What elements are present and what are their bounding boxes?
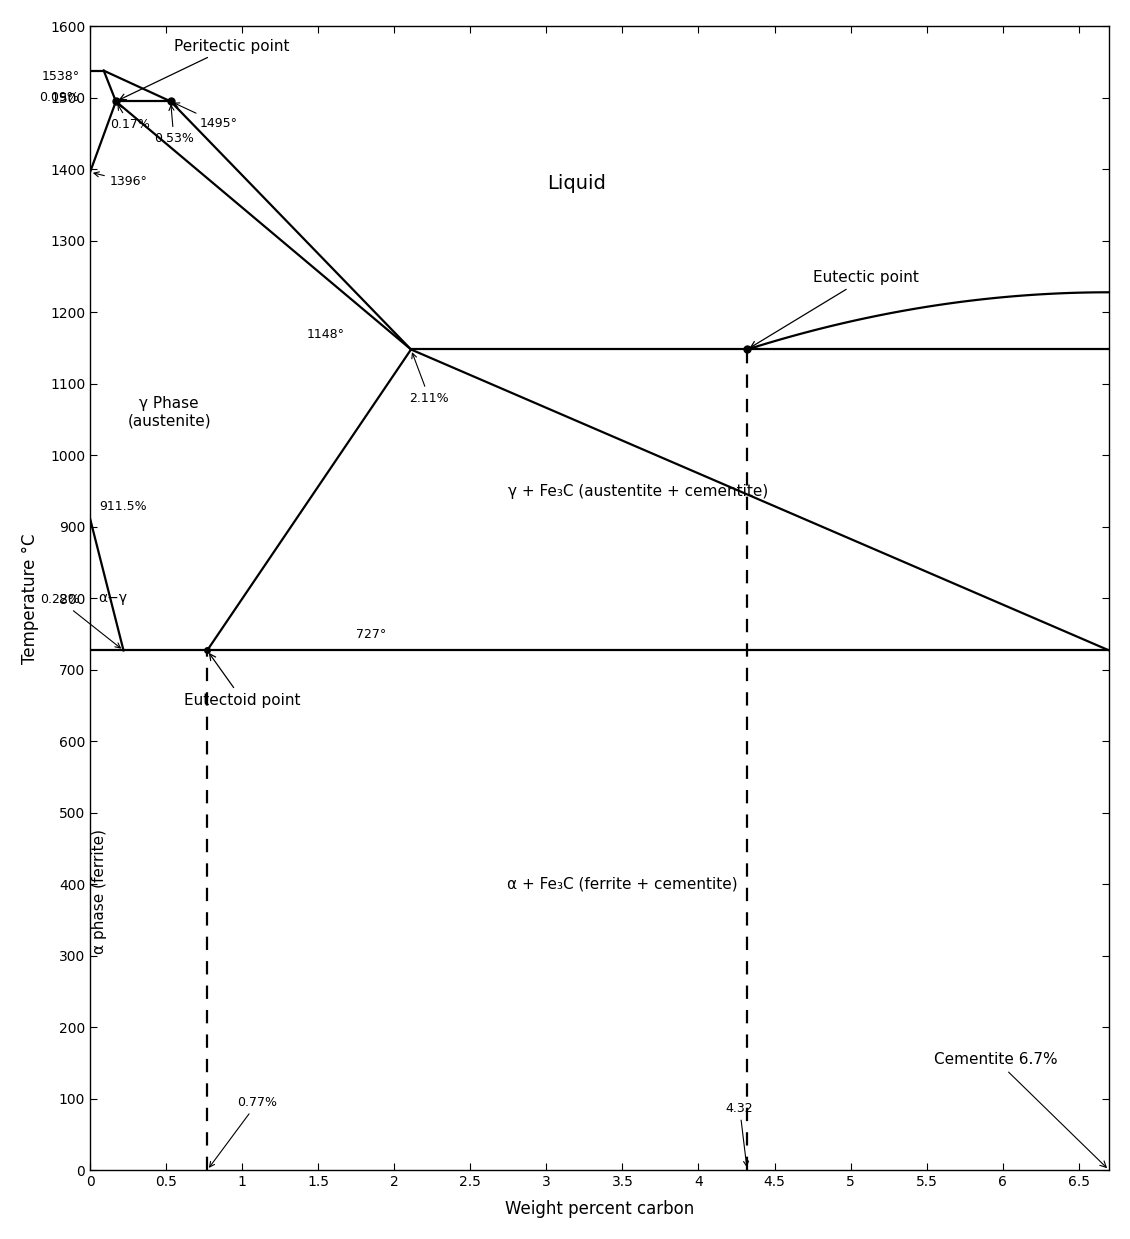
Text: 0.09%: 0.09%	[40, 92, 79, 104]
Text: 1148°: 1148°	[307, 328, 345, 341]
Text: 4.32: 4.32	[725, 1101, 754, 1166]
Text: 1396°: 1396°	[94, 172, 148, 188]
Text: Peritectic point: Peritectic point	[120, 38, 289, 99]
Text: Cementite 6.7%: Cementite 6.7%	[935, 1052, 1106, 1167]
Text: 0.17%: 0.17%	[110, 105, 149, 131]
Text: 0.77%: 0.77%	[209, 1095, 278, 1167]
Text: Eutectoid point: Eutectoid point	[184, 654, 301, 707]
Text: γ + Fe₃C (austentite + cementite): γ + Fe₃C (austentite + cementite)	[507, 483, 767, 498]
Text: α−γ: α−γ	[98, 591, 128, 606]
Text: Liquid: Liquid	[547, 175, 606, 193]
Text: 911.5%: 911.5%	[99, 501, 147, 513]
Text: α + Fe₃C (ferrite + cementite): α + Fe₃C (ferrite + cementite)	[507, 877, 738, 892]
Text: 0.53%: 0.53%	[154, 105, 194, 145]
X-axis label: Weight percent carbon: Weight percent carbon	[505, 1201, 694, 1218]
Text: 2.11%: 2.11%	[409, 353, 449, 405]
Y-axis label: Temperature °C: Temperature °C	[20, 533, 38, 664]
Text: 0.22%: 0.22%	[40, 593, 121, 648]
Text: 727°: 727°	[356, 628, 386, 641]
Text: γ Phase
(austenite): γ Phase (austenite)	[128, 396, 211, 429]
Text: Eutectic point: Eutectic point	[750, 270, 919, 347]
Text: α phase (ferrite): α phase (ferrite)	[93, 829, 107, 954]
Text: 1495°: 1495°	[174, 103, 237, 130]
Text: 1538°: 1538°	[42, 69, 79, 83]
